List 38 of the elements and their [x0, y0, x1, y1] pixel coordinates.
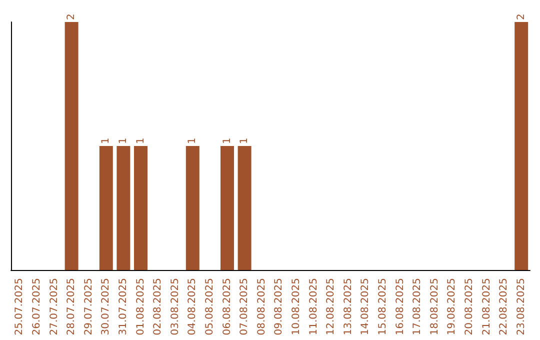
data-label: 1 — [118, 138, 129, 144]
x-tick-label: 13.08.2025 — [342, 278, 354, 336]
x-tick-label: 27.07.2025 — [48, 278, 60, 336]
x-tick-label: 22.08.2025 — [498, 278, 510, 336]
x-tick-label: 14.08.2025 — [360, 278, 372, 336]
x-tick-label: 16.08.2025 — [394, 278, 406, 336]
x-tick-label: 04.08.2025 — [187, 278, 198, 336]
x-tick-label: 09.08.2025 — [274, 278, 285, 336]
x-tick-label: 12.08.2025 — [326, 278, 337, 336]
data-label: 1 — [100, 138, 112, 144]
x-tick-label: 25.07.2025 — [14, 278, 26, 336]
x-tick-label: 05.08.2025 — [204, 278, 216, 336]
x-tick-label: 28.07.2025 — [66, 278, 78, 336]
x-tick-label: 03.08.2025 — [170, 278, 181, 336]
x-tick-label: 30.07.2025 — [100, 278, 112, 336]
x-tick-label: 01.08.2025 — [135, 278, 146, 336]
x-tick-label: 06.08.2025 — [222, 278, 233, 336]
data-label: 2 — [516, 14, 527, 20]
x-tick-label: 26.07.2025 — [31, 278, 42, 336]
x-tick-label: 31.07.2025 — [118, 278, 129, 336]
x-tick-label: 10.08.2025 — [290, 278, 302, 336]
x-tick-label: 17.08.2025 — [412, 278, 424, 336]
x-tick-label: 08.08.2025 — [256, 278, 268, 336]
x-tick-label: 20.08.2025 — [464, 278, 475, 336]
x-tick-label: 21.08.2025 — [481, 278, 492, 336]
data-label: 1 — [187, 138, 198, 144]
x-tick-label: 18.08.2025 — [429, 278, 440, 336]
data-label: 1 — [222, 138, 233, 144]
x-tick-label: 07.08.2025 — [239, 278, 250, 336]
x-tick-label: 19.08.2025 — [446, 278, 458, 336]
x-tick-label: 11.08.2025 — [308, 278, 320, 336]
data-label: 1 — [135, 138, 146, 144]
data-label: 2 — [66, 14, 78, 20]
x-tick-label: 23.08.2025 — [516, 278, 527, 336]
x-tick-label: 02.08.2025 — [152, 278, 164, 336]
data-label: 1 — [239, 138, 250, 144]
x-tick-label: 29.07.2025 — [83, 278, 94, 336]
x-tick-label: 15.08.2025 — [377, 278, 388, 336]
